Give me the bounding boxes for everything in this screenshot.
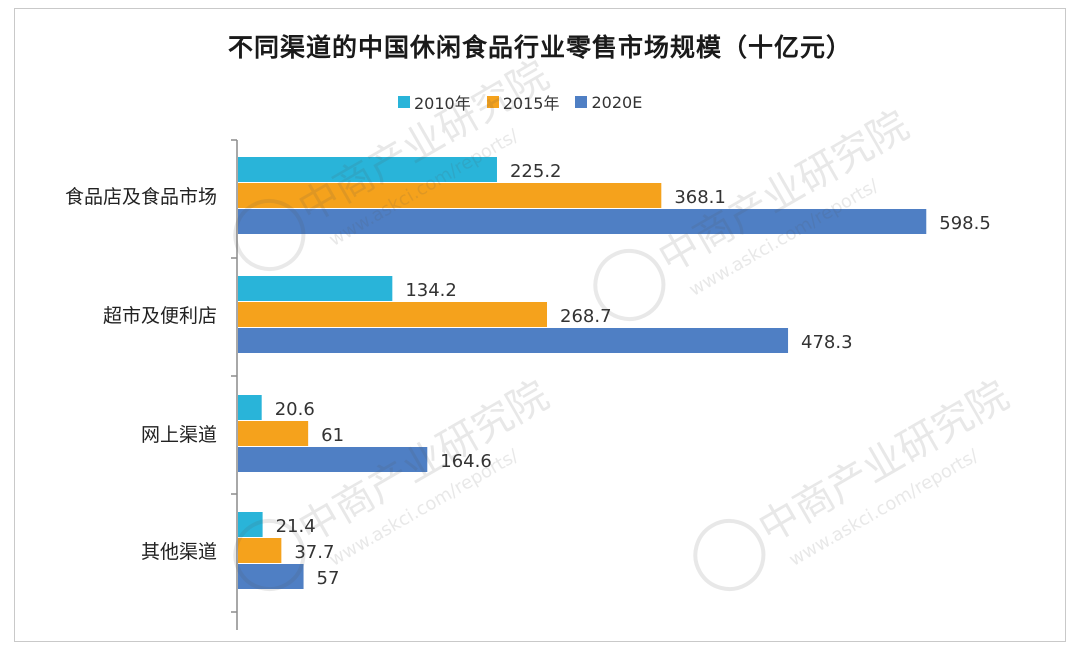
legend-item-2010: 2010年 xyxy=(398,90,471,114)
category-label: 其他渠道 xyxy=(141,541,217,563)
legend-label-2020e: 2020E xyxy=(591,92,643,112)
data-label: 57 xyxy=(317,568,340,589)
data-label: 368.1 xyxy=(674,187,726,208)
bar xyxy=(238,302,548,327)
bar xyxy=(238,538,282,563)
category-label: 超市及便利店 xyxy=(103,305,217,327)
data-label: 478.3 xyxy=(801,332,853,353)
bar xyxy=(238,328,789,353)
data-label: 134.2 xyxy=(405,280,457,301)
data-label: 164.6 xyxy=(440,451,492,472)
bar xyxy=(238,564,304,589)
chart-title: 不同渠道的中国休闲食品行业零售市场规模（十亿元） xyxy=(227,33,852,62)
legend-swatch-2010 xyxy=(398,96,410,108)
bar xyxy=(238,395,262,420)
bar xyxy=(238,157,497,182)
data-label: 20.6 xyxy=(275,399,315,420)
data-label: 21.4 xyxy=(276,516,316,537)
data-label: 37.7 xyxy=(294,542,334,563)
bar xyxy=(238,209,927,234)
legend-swatch-2020e xyxy=(575,96,588,108)
legend-item-2015: 2015年 xyxy=(486,90,560,114)
legend-label-2010: 2010年 xyxy=(414,94,471,113)
data-label: 598.5 xyxy=(939,213,991,234)
chart-legend: 2010年 2015年 2020E xyxy=(398,90,642,114)
bar xyxy=(238,276,393,301)
data-label: 225.2 xyxy=(510,161,562,182)
category-label: 食品店及食品市场 xyxy=(65,186,217,208)
bar xyxy=(238,512,263,537)
legend-item-2020e: 2020E xyxy=(575,90,642,114)
legend-swatch-2015 xyxy=(486,96,499,108)
data-label: 268.7 xyxy=(560,306,612,327)
bar xyxy=(238,421,309,446)
category-label: 网上渠道 xyxy=(141,424,217,446)
data-label: 61 xyxy=(321,425,344,446)
bar xyxy=(238,183,662,208)
legend-label-2015: 2015年 xyxy=(502,94,560,113)
bar xyxy=(238,447,428,472)
